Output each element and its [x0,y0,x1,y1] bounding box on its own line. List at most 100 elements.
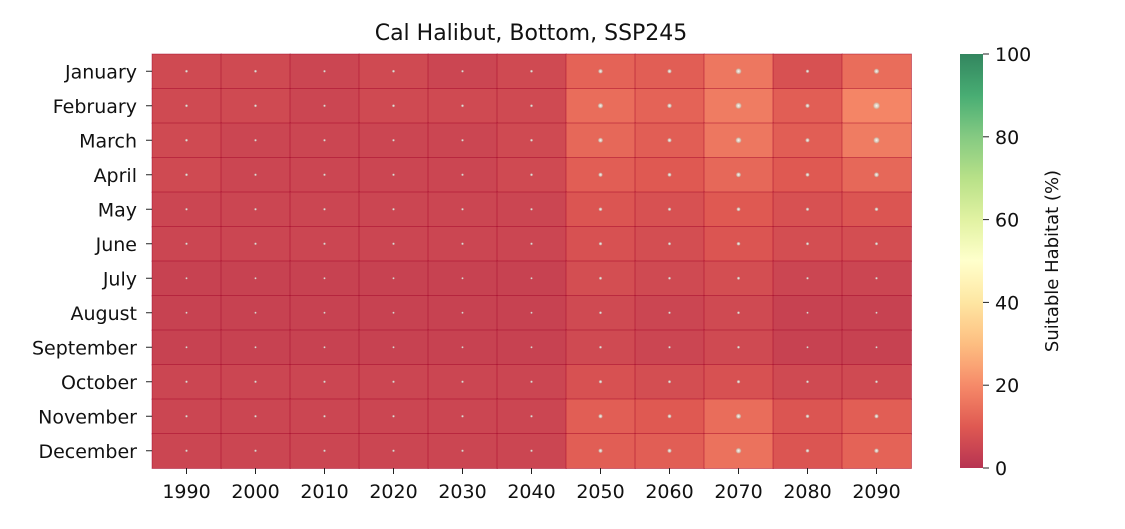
cell-marker [598,345,603,349]
colorbar-ticks: 0 20 40 60 80 100 [983,44,1031,480]
cell-marker [529,69,534,73]
colorbar-tick-label: 80 [995,127,1019,149]
cell-marker [185,449,188,453]
cell-marker [185,414,188,418]
cell-marker [461,173,464,177]
cell-marker [667,207,672,212]
heatmap-cells [151,53,912,469]
cell-marker [874,380,879,384]
cell-marker [392,345,395,349]
cell-marker [597,68,604,74]
cell-marker [530,380,533,384]
cell-marker [392,380,395,384]
cell-marker [254,173,257,177]
cell-marker [530,345,533,349]
cell-marker [253,69,258,73]
cell-marker [667,276,672,280]
cell-marker [461,242,464,246]
cell-marker [872,101,881,110]
cell-marker [391,69,396,73]
cell-marker [735,447,742,454]
y-tick-label: March [79,130,137,152]
cell-marker [254,449,257,453]
cell-marker [736,276,741,281]
cell-marker [185,242,188,246]
cell-marker [461,311,464,315]
cell-marker [806,345,809,349]
cell-marker [667,413,672,419]
colorbar-tick-label: 40 [995,292,1019,314]
cell-marker [323,345,326,349]
cell-marker [806,311,809,315]
cell-marker [667,379,672,384]
cell-marker [598,172,603,178]
cell-marker [323,138,326,142]
cell-marker [597,102,604,109]
colorbar-tick-label: 100 [995,44,1031,66]
cell-marker [461,414,464,418]
cell-marker [529,138,534,142]
cell-marker [461,138,464,142]
cell-marker [735,171,742,178]
colorbar: 0 20 40 60 80 100 Suitable Habitat (%) [960,44,1063,480]
cell-marker [392,414,395,418]
cell-marker [735,67,742,75]
cell-marker [735,136,742,144]
cell-marker [530,242,533,246]
cell-marker [805,103,810,109]
colorbar-gradient [960,54,983,468]
cell-marker [392,276,395,280]
x-tick-label: 2040 [507,481,555,503]
cell-marker [254,207,257,211]
cell-marker [461,449,464,453]
cell-marker [254,380,257,384]
x-tick-label: 2080 [783,481,831,503]
cell-marker [805,137,810,143]
y-tick-label: June [95,234,137,256]
cell-marker [323,242,326,246]
cell-marker [185,345,188,349]
cell-marker [461,276,464,280]
cell-marker [597,137,604,144]
cell-marker [392,449,395,453]
cell-marker [736,206,741,212]
cell-marker [874,413,879,419]
x-tick-label: 2050 [576,481,624,503]
colorbar-label: Suitable Habitat (%) [1042,170,1063,352]
cell-marker [735,102,742,110]
cell-marker [805,207,810,212]
heatmap-cell [289,88,360,124]
cell-marker [598,241,603,246]
x-tick-label: 2020 [369,481,417,503]
cell-marker [875,276,878,280]
y-tick-label: October [61,372,137,394]
cell-marker [530,207,533,211]
cell-marker [323,311,326,315]
cell-marker [806,276,809,280]
cell-marker [392,173,395,177]
x-tick-label: 2010 [300,481,348,503]
cell-marker [184,104,189,108]
cell-marker [598,311,603,315]
cell-marker [805,241,810,246]
cell-marker [805,69,810,74]
cell-marker [461,69,464,73]
x-tick-label: 1990 [162,481,210,503]
cell-marker [668,345,671,349]
cell-marker [460,104,465,108]
cell-marker [323,449,326,453]
cell-marker [667,448,672,454]
colorbar-tick-label: 60 [995,210,1019,232]
cell-marker [461,345,464,349]
cell-marker [736,345,741,349]
cell-marker [391,104,396,108]
cell-marker [323,380,326,384]
cell-marker [530,449,533,453]
cell-marker [805,448,810,453]
cell-marker [873,171,880,178]
cell-marker [873,68,880,75]
cell-marker [254,242,257,246]
y-tick-label: November [38,406,137,428]
y-tick-label: February [53,96,137,118]
